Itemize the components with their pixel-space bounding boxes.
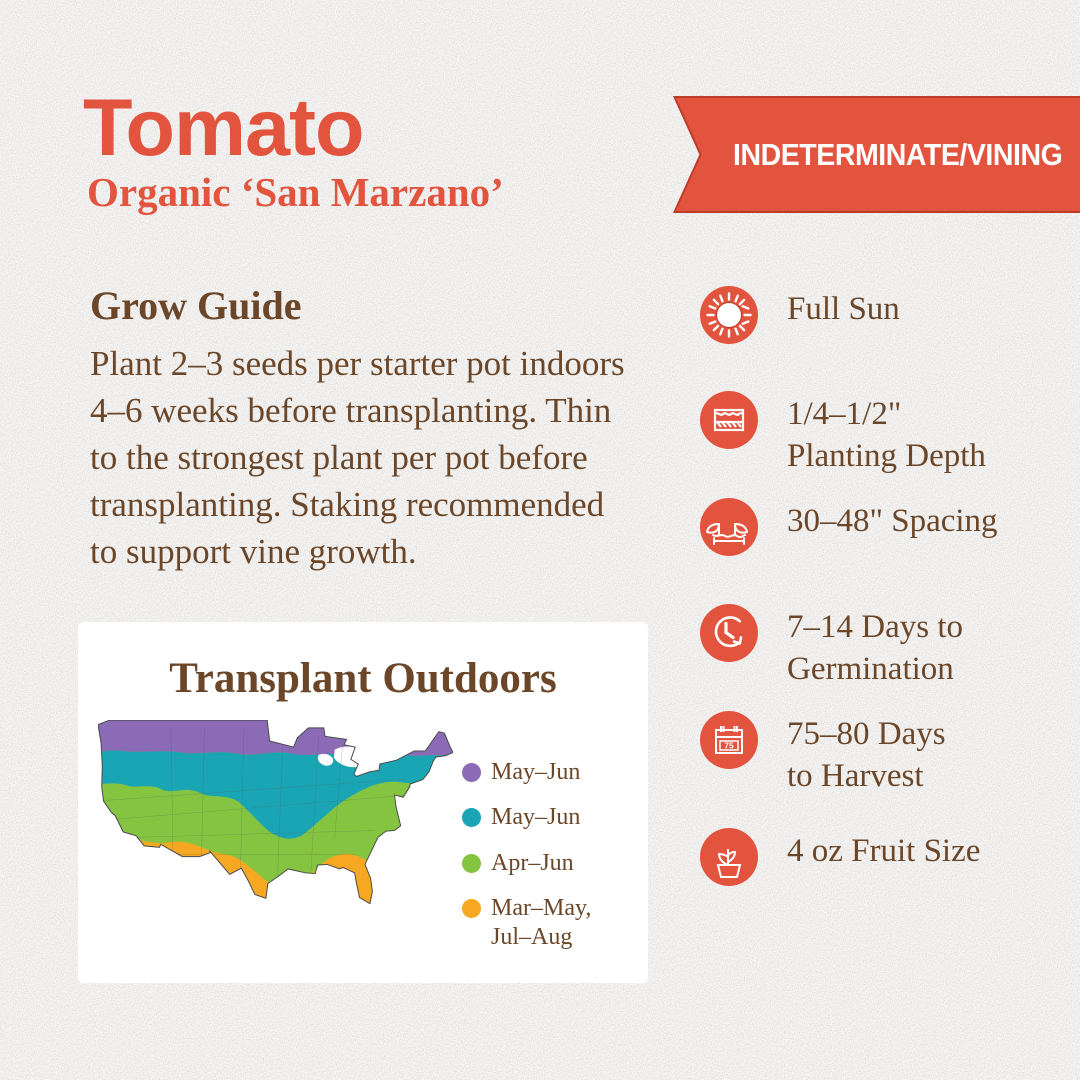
svg-text:75: 75	[724, 741, 734, 751]
